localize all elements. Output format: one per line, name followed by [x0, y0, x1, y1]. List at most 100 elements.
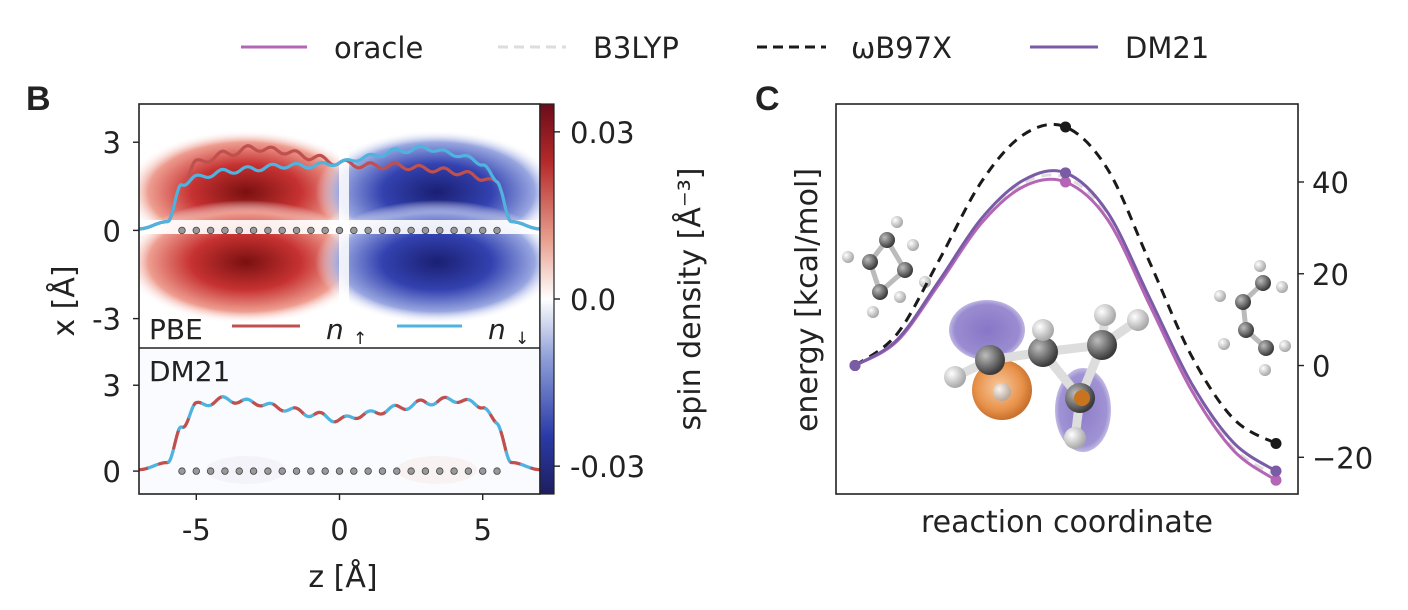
panel-b-ylabel: x [Å]: [46, 265, 82, 336]
legend-label-oracle: oracle: [334, 31, 423, 65]
pbe-atom: [364, 226, 372, 235]
xtick-label: 0: [330, 513, 348, 547]
dm21-atom: [335, 467, 344, 475]
ytick-label: 20: [1312, 258, 1349, 292]
pbe-atom: [436, 226, 444, 235]
pbe-atom: [221, 226, 229, 235]
pbe-atom: [464, 226, 473, 235]
spin-density-negative-lower: [315, 200, 540, 324]
panel-b-xlabel: z [Å]: [308, 559, 377, 595]
dm21-atom: [378, 467, 387, 475]
pbe-atom-chain: [178, 226, 501, 235]
dm21-atom: [235, 467, 243, 475]
dm21-heatmap: [139, 348, 540, 494]
spin-down-arrow: ↓: [515, 329, 529, 349]
series-point--b97x: [1270, 438, 1282, 450]
ytick-label: 0: [103, 455, 121, 489]
legend-label-wb97x: ωB97X: [851, 31, 952, 65]
pbe-label: PBE: [149, 313, 203, 346]
ytick-label: 0: [1312, 350, 1330, 384]
pbe-atom: [479, 226, 487, 235]
dm21-atom: [264, 467, 272, 475]
colorbar-tick-label: 0.03: [570, 116, 635, 150]
panel-c-frame: [835, 103, 1299, 495]
colorbar-ticks: 0.03 0.0 -0.03: [554, 116, 645, 484]
spin-up-arrow: ↑: [353, 329, 367, 349]
legend-label-dm21: DM21: [1125, 31, 1209, 65]
pbe-atom: [393, 226, 401, 235]
series-point-dm21: [1060, 167, 1071, 179]
pbe-atom: [249, 226, 258, 235]
dm21-atom: [206, 467, 215, 475]
pbe-atom: [307, 226, 315, 235]
spin-down-legend-label: n: [488, 313, 506, 346]
xtick-label: -5: [182, 513, 211, 547]
dm21-atom: [493, 467, 501, 475]
colorbar-label: spin density [Å⁻³]: [672, 168, 708, 431]
pbe-atom: [407, 226, 415, 235]
dm21-atom: [350, 467, 358, 475]
dm21-atom: [278, 467, 286, 475]
series-point-dm21: [849, 360, 861, 372]
dm21-atom: [393, 467, 401, 475]
dm21-atom: [249, 467, 258, 475]
dm21-atom: [436, 467, 444, 475]
panel-c-letter: C: [755, 80, 780, 118]
legend-label-b3lyp: B3LYP: [593, 31, 679, 65]
pbe-atom: [350, 226, 358, 235]
series-line--b97x: [854, 122, 1277, 445]
product-molecule-icon: [1214, 260, 1291, 376]
panel-c-ylabel: energy [kcal/mol]: [790, 168, 825, 432]
panel-c-series: [849, 121, 1282, 486]
dm21-atom: [421, 467, 430, 475]
pbe-atom: [178, 226, 186, 235]
colorbar-tick-label: 0.0: [570, 283, 616, 317]
series-point-oracle: [1270, 474, 1282, 486]
spin-up-legend-label: n: [326, 313, 344, 346]
dm21-atom: [307, 467, 315, 475]
dm21-spin-curve: [139, 395, 540, 472]
panel-c-xlabel: reaction coordinate: [921, 505, 1213, 540]
ytick-label: 3: [103, 369, 121, 403]
pbe-atom: [292, 226, 301, 235]
legend-entry-oracle: oracle: [241, 31, 423, 65]
legend-entry-wb97x: ωB97X: [757, 31, 952, 65]
panel-b-letter: B: [26, 80, 51, 118]
pbe-atom: [278, 226, 286, 235]
ytick-label: -3: [92, 303, 121, 337]
dm21-atom: [321, 467, 329, 475]
pbe-atom: [450, 226, 458, 235]
pbe-atom: [235, 226, 243, 235]
dm21-atom: [407, 467, 415, 475]
pbe-atom: [335, 226, 344, 235]
panel-b-top-yticks: 3 0 -3: [92, 126, 139, 337]
pbe-atom: [378, 226, 387, 235]
dm21-atom: [192, 467, 200, 475]
ytick-label: 0: [103, 214, 121, 248]
reactant-molecule-icon: [842, 216, 931, 318]
panel-b: B PBE n ↑ n: [26, 80, 708, 595]
legend-entry-dm21: DM21: [1030, 31, 1209, 65]
panel-c: C 40 20 0 −20 reaction coordinate energy [k…: [755, 80, 1373, 540]
pbe-atom: [192, 226, 200, 235]
pbe-atom: [421, 226, 430, 235]
dm21-atom: [178, 467, 186, 475]
ytick-label: 3: [103, 126, 121, 160]
dm21-atom-chain: [178, 467, 501, 475]
colorbar-tick-label: -0.03: [570, 450, 645, 484]
pbe-atom: [493, 226, 501, 235]
dm21-atom: [221, 467, 229, 475]
pbe-spin-down-curve: [139, 144, 540, 231]
series-point--b97x: [1060, 121, 1071, 133]
legend: oracle B3LYP ωB97X DM21: [241, 31, 1209, 65]
dm21-atom: [450, 467, 458, 475]
dm21-atom: [364, 467, 372, 475]
dm21-atom: [464, 467, 473, 475]
pbe-atom: [264, 226, 272, 235]
ytick-label: −20: [1312, 441, 1373, 475]
ytick-label: 40: [1312, 166, 1349, 200]
dm21-subplot-label: DM21: [149, 355, 230, 388]
panel-c-yticks: 40 20 0 −20: [1298, 166, 1373, 475]
series-point-dm21: [1270, 465, 1282, 477]
